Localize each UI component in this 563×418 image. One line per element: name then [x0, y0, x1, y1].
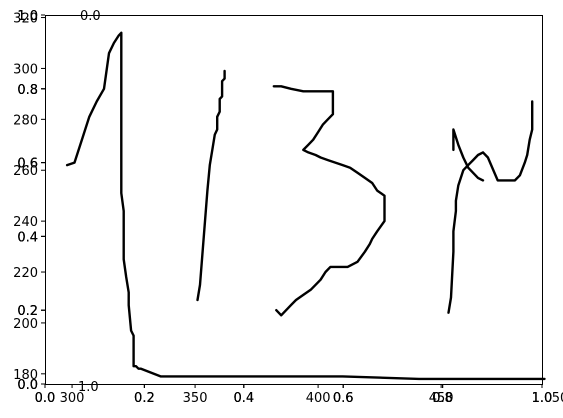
y-tick-label-overlay: 0.4 — [17, 230, 38, 245]
plot-lines — [65, 31, 546, 381]
y-tick-label-overlay: 0.8 — [17, 83, 38, 98]
x-tick-label: 450 — [429, 391, 454, 406]
y-tick-label-overlay: 1.0 — [17, 9, 38, 24]
x-tick-label: 400 — [306, 391, 331, 406]
stray-label-bottom: 1.0 — [78, 380, 99, 395]
stray-labels: 0.0 1.0 — [78, 9, 101, 395]
x-tick-label-overlay: 0.4 — [233, 391, 254, 406]
y-tick-label-overlay: 0.8 — [17, 83, 38, 98]
stroke-3 — [272, 85, 386, 317]
y-tick-label-overlay: 0.2 — [17, 304, 38, 319]
plot-frame — [45, 15, 543, 385]
y-tick-label-overlay: 0.4 — [17, 230, 38, 245]
x-tick-label-overlay: 1.0 — [532, 391, 553, 406]
y-tick-label: 220 — [13, 266, 38, 281]
x-tick-label-overlay: 1.0 — [532, 391, 553, 406]
y-tick-label-overlay: 0.0 — [17, 378, 38, 393]
x-tick-label-overlay: 0.2 — [134, 391, 155, 406]
x-tick-label-overlay: 0.2 — [134, 391, 155, 406]
y-tick-label: 240 — [13, 215, 38, 230]
y-tick-label-overlay: 0.6 — [17, 157, 38, 172]
y-tick-label-overlay: 0.2 — [17, 304, 38, 319]
x-tick-label-overlay: 0.6 — [333, 391, 354, 406]
x-tick-label-overlay: 0.4 — [233, 391, 254, 406]
y-tick-label-overlay: 0.8 — [17, 83, 38, 98]
x-tick-label: 350 — [183, 391, 208, 406]
y-tick-label: 320 — [13, 12, 38, 27]
y-tick-label: 180 — [13, 368, 38, 383]
x-tick-label-overlay: 0.6 — [333, 391, 354, 406]
x-tick-label-overlay: 1.0 — [532, 391, 553, 406]
x-tick-label-overlay: 0.6 — [333, 391, 354, 406]
y-tick-label-overlay: 0.0 — [17, 378, 38, 393]
y-tick-label-overlay: 0.2 — [17, 304, 38, 319]
x-tick-label: 300 — [60, 391, 85, 406]
stroke-4 — [447, 100, 534, 314]
x-tick-label-overlay: 0.4 — [233, 391, 254, 406]
y-tick-label: 280 — [13, 113, 38, 128]
x-tick-label-overlay: 0.8 — [432, 391, 453, 406]
x-tick-label-overlay: 0.0 — [35, 391, 56, 406]
x-tick-label-overlay: 0.0 — [35, 391, 56, 406]
y-tick-label-overlay: 0.0 — [17, 378, 38, 393]
x-tick-label-overlay: 0.8 — [432, 391, 453, 406]
y-tick-label: 260 — [13, 164, 38, 179]
y-tick-label: 200 — [13, 317, 38, 332]
x-tick-label-overlay: 0.8 — [432, 391, 453, 406]
stroke-1 — [65, 31, 546, 381]
axis-ticks: 300 350 400 450 500 180 200 220 240 260 280 300 320 0… — [13, 9, 563, 406]
stroke-5 — [452, 128, 485, 182]
y-tick-label-overlay: 1.0 — [17, 9, 38, 24]
y-tick-label-overlay: 0.6 — [17, 157, 38, 172]
x-tick-label-overlay: 0.2 — [134, 391, 155, 406]
x-tick-label-overlay: 0.0 — [35, 391, 56, 406]
y-tick-label-overlay: 0.6 — [17, 157, 38, 172]
x-tick-label: 500 — [552, 391, 563, 406]
y-tick-label-overlay: 0.4 — [17, 230, 38, 245]
y-tick-label: 300 — [13, 62, 38, 77]
stroke-2 — [196, 69, 226, 302]
stray-label-top: 0.0 — [80, 9, 101, 24]
y-tick-label-overlay: 1.0 — [17, 9, 38, 24]
